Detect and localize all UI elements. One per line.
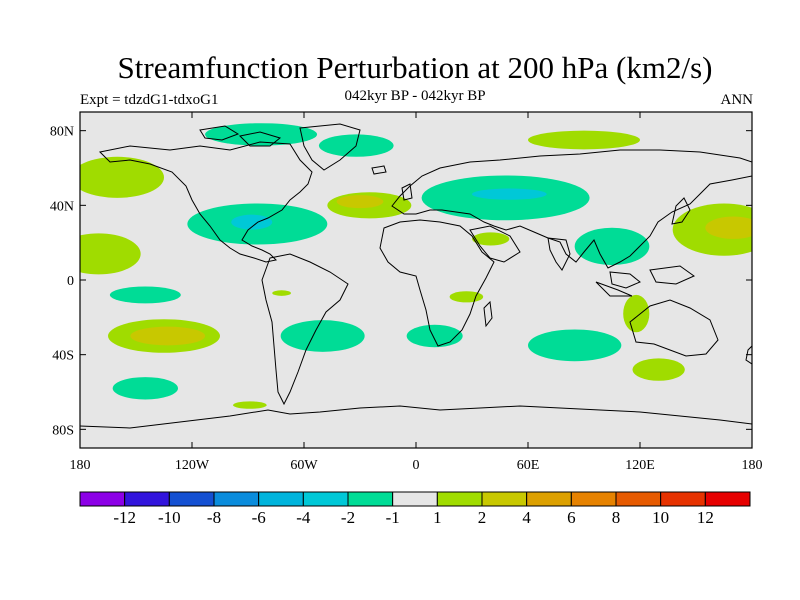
anomaly-region (406, 324, 463, 348)
experiment-label: Expt = tdzdG1-tdxoG1 (80, 92, 219, 108)
x-tick-label: 180 (70, 458, 91, 473)
colorbar-label: 2 (478, 508, 487, 527)
colorbar-label: 4 (522, 508, 531, 527)
x-tick-label: 180 (742, 458, 763, 473)
anomaly-region (472, 232, 510, 246)
x-axis: 180 120W 60W 0 60E 120E 180 (70, 112, 763, 473)
x-tick-label: 120E (625, 458, 655, 473)
anomaly-region (280, 320, 365, 352)
anomaly-region (623, 294, 650, 333)
colorbar-swatch (79, 491, 126, 507)
x-tick-label: 60E (517, 458, 540, 473)
x-tick-label: 60W (290, 458, 318, 473)
anomaly-region (231, 214, 273, 230)
y-tick-label: 0 (67, 274, 74, 289)
colorbar-label: -2 (341, 508, 355, 527)
colorbar-label: 10 (652, 508, 669, 527)
anomaly-region (528, 130, 640, 150)
x-tick-label: 120W (175, 458, 210, 473)
colorbar-label: 6 (567, 508, 576, 527)
colorbar-swatch (168, 491, 215, 507)
colorbar-label: -6 (252, 508, 266, 527)
y-tick-label: 40N (50, 199, 74, 214)
y-tick-label: 80N (50, 125, 74, 140)
anomaly-region (574, 227, 650, 266)
y-tick-label: 40S (52, 349, 74, 364)
colorbar-swatch (526, 491, 572, 507)
y-tick-label: 80S (52, 423, 74, 438)
anomaly-region (632, 358, 685, 381)
colorbar-label: 8 (612, 508, 621, 527)
colorbar-swatch (704, 491, 751, 507)
colorbar-swatch (258, 491, 304, 507)
anomaly-region (80, 233, 141, 275)
colorbar-label: -4 (296, 508, 311, 527)
anomaly-region (109, 286, 181, 304)
anomaly-region (80, 156, 164, 198)
colorbar-label: -10 (158, 508, 181, 527)
colorbar-swatch (436, 491, 483, 507)
colorbar-swatch (347, 491, 394, 507)
anomaly-regions (80, 123, 752, 409)
season-label: ANN (720, 92, 754, 108)
chart-title: Streamfunction Perturbation at 200 hPa (… (117, 50, 713, 85)
colorbar-swatch (660, 491, 706, 507)
colorbar-label: 1 (433, 508, 442, 527)
anomaly-region (205, 123, 318, 146)
colorbar-swatch (213, 491, 260, 507)
time-period-label: 042kyr BP - 042kyr BP (344, 88, 486, 104)
colorbar-label: -1 (386, 508, 400, 527)
anomaly-region (705, 216, 752, 239)
coastlines (80, 123, 752, 429)
anomaly-region (112, 377, 178, 400)
y-axis: 80N 40N 0 40S 80S (50, 125, 752, 438)
colorbar-swatch (124, 491, 170, 507)
anomaly-region (233, 401, 267, 409)
colorbar-swatch (481, 491, 528, 507)
anomaly-region (336, 195, 384, 209)
anomaly-region (130, 326, 206, 346)
colorbar: -12 -10 -8 -6 -4 -2 -1 1 2 4 6 8 10 12 (79, 491, 751, 527)
colorbar-swatch (615, 491, 662, 507)
colorbar-label: 12 (697, 508, 714, 527)
colorbar-swatch (302, 491, 349, 507)
x-tick-label: 0 (413, 458, 420, 473)
map-background (80, 112, 752, 448)
colorbar-label: -8 (207, 508, 221, 527)
anomaly-region (528, 329, 622, 362)
colorbar-label: -12 (113, 508, 136, 527)
anomaly-region (272, 290, 291, 296)
anomaly-region (472, 188, 547, 200)
colorbar-swatch (392, 491, 438, 507)
colorbar-swatch (570, 491, 617, 507)
